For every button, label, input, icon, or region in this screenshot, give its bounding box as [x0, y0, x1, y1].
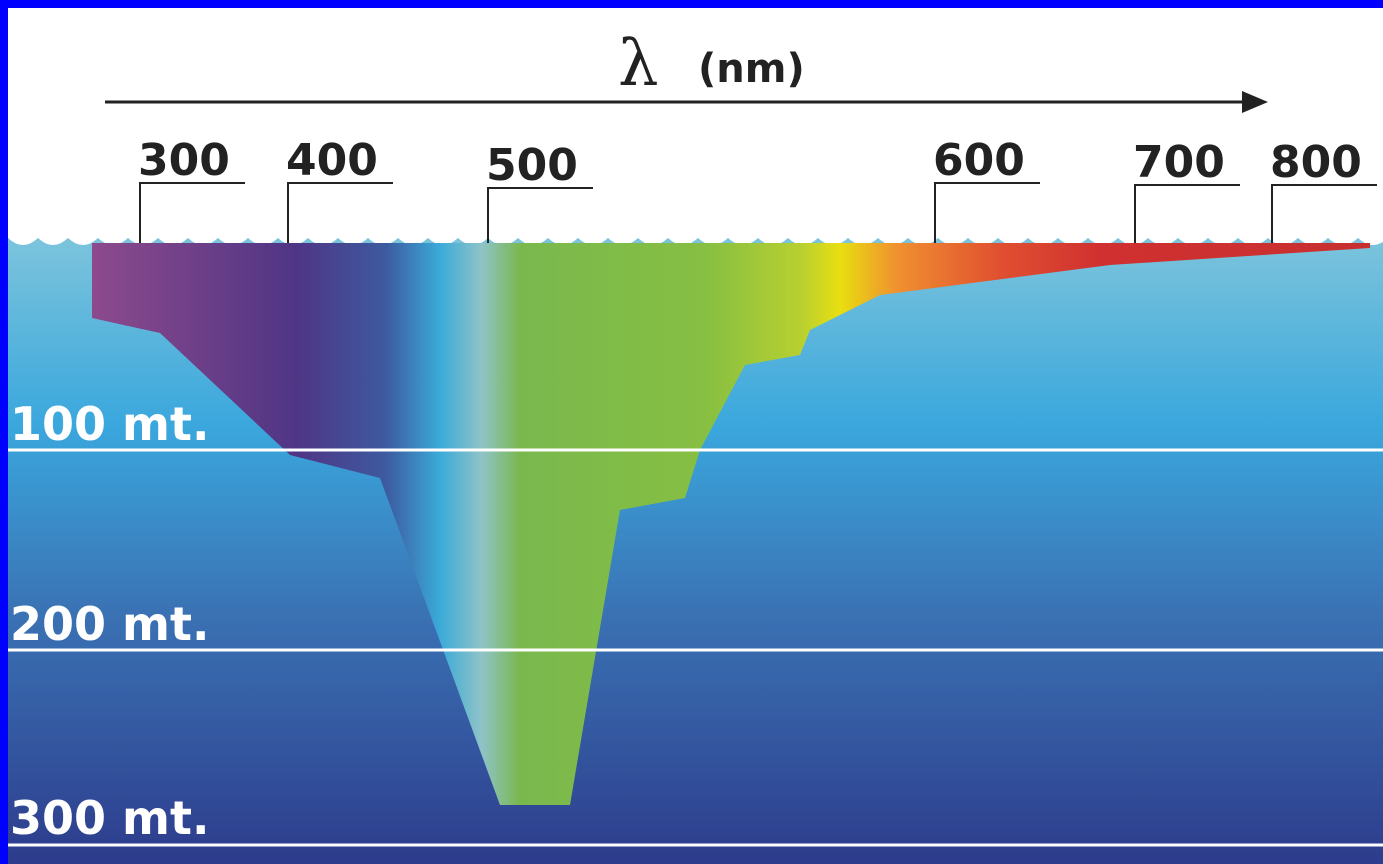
wavelength-label: 300	[138, 135, 230, 186]
lambda: λ	[618, 27, 659, 101]
wavelength-label: 700	[1133, 137, 1225, 188]
depth-label: 100 mt.	[10, 397, 209, 451]
unit: (nm)	[698, 46, 805, 92]
wavelength-label: 400	[286, 135, 378, 186]
page: 100 mt. 200 mt. 300 mt. λ (nm) 300 400 500…	[0, 0, 1383, 864]
depth-label: 200 mt.	[10, 597, 209, 651]
wavelength-label: 500	[486, 140, 578, 191]
wavelength-label: 800	[1270, 137, 1362, 188]
diagram: 100 mt. 200 mt. 300 mt. λ (nm) 300 400 500…	[0, 0, 1383, 864]
depth-label: 300 mt.	[10, 791, 209, 845]
wavelength-label: 600	[933, 135, 1025, 186]
